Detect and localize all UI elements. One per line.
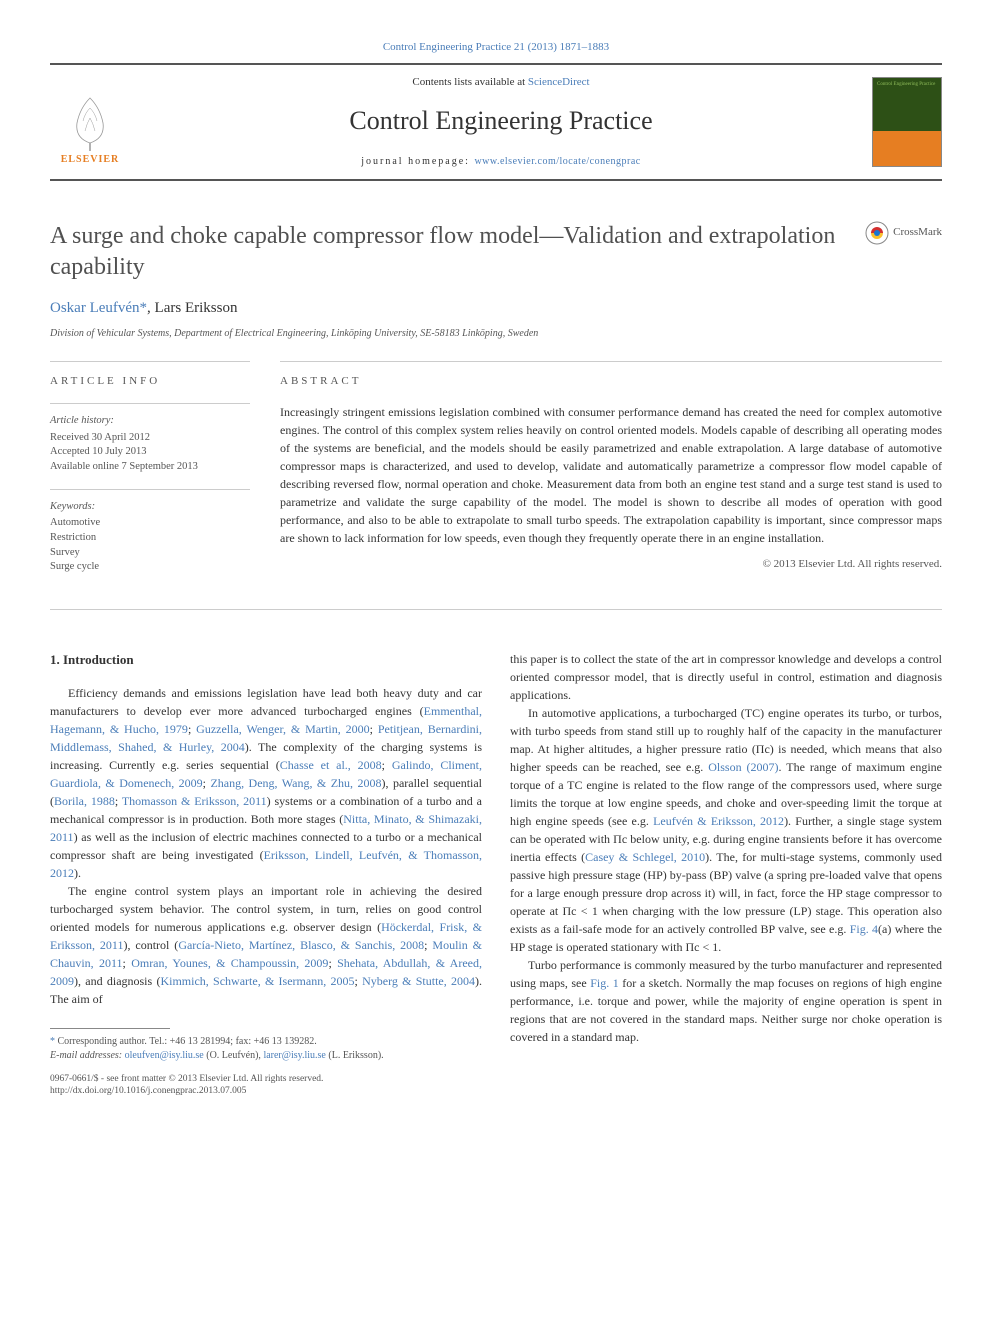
journal-cover-thumbnail[interactable]: Control Engineering Practice [872, 77, 942, 167]
doi-issn-block: 0967-0661/$ - see front matter © 2013 El… [50, 1073, 482, 1098]
citation-link[interactable]: García-Nieto, Martínez, Blasco, & Sanchi… [178, 938, 424, 952]
affiliation: Division of Vehicular Systems, Departmen… [50, 327, 942, 341]
keyword-item: Automotive [50, 516, 250, 531]
citation-link[interactable]: Chasse et al., 2008 [280, 758, 382, 772]
author-2: , Lars Eriksson [147, 300, 237, 316]
issn-line: 0967-0661/$ - see front matter © 2013 El… [50, 1073, 482, 1085]
journal-ref-link[interactable]: Control Engineering Practice 21 (2013) 1… [383, 41, 609, 53]
corresponding-author-footnote: * Corresponding author. Tel.: +46 13 281… [50, 1035, 482, 1049]
homepage-link[interactable]: www.elsevier.com/locate/conengprac [474, 156, 640, 167]
body-paragraph: Turbo performance is commonly measured b… [510, 956, 942, 1046]
citation-link[interactable]: Leufvén & Eriksson, 2012 [653, 814, 784, 828]
abstract-column: ABSTRACT Increasingly stringent emission… [280, 361, 942, 590]
journal-header-bar: ELSEVIER Contents lists available at Sci… [50, 63, 942, 181]
section-1-heading: 1. Introduction [50, 650, 482, 670]
keywords-label: Keywords: [50, 500, 250, 515]
citation-link[interactable]: Omran, Younes, & Champoussin, 2009 [131, 956, 328, 970]
doi-line: http://dx.doi.org/10.1016/j.conengprac.2… [50, 1085, 482, 1097]
article-title: A surge and choke capable compressor flo… [50, 221, 942, 283]
abstract-label: ABSTRACT [280, 361, 942, 389]
citation-link[interactable]: Casey & Schlegel, 2010 [585, 850, 705, 864]
history-received: Received 30 April 2012 [50, 431, 250, 446]
keyword-item: Surge cycle [50, 560, 250, 575]
body-column-right: this paper is to collect the state of th… [510, 650, 942, 1097]
email-name-2: (L. Eriksson). [326, 1050, 384, 1061]
keyword-item: Survey [50, 546, 250, 561]
t: ; [382, 758, 392, 772]
citation-link[interactable]: Thomasson & Eriksson, 2011 [122, 794, 267, 808]
crossmark-badge[interactable]: CrossMark [865, 221, 942, 245]
sciencedirect-link[interactable]: ScienceDirect [528, 76, 590, 88]
crossmark-label: CrossMark [893, 225, 942, 240]
email-name-1: (O. Leufvén), [204, 1050, 264, 1061]
t: ), and diagnosis ( [74, 974, 160, 988]
t: ; [354, 974, 362, 988]
body-paragraph: In automotive applications, a turbocharg… [510, 704, 942, 956]
contents-prefix: Contents lists available at [412, 76, 527, 88]
author-1-link[interactable]: Oskar Leufvén [50, 300, 140, 316]
homepage-label: journal homepage: [361, 156, 474, 167]
figure-link[interactable]: Fig. 1 [590, 976, 619, 990]
crossmark-icon [865, 221, 889, 245]
t: ; [370, 722, 378, 736]
article-info-column: ARTICLE INFO Article history: Received 3… [50, 361, 250, 590]
corresponding-marker: * [140, 300, 148, 316]
keywords-block: Keywords: Automotive Restriction Survey … [50, 489, 250, 575]
t: ), control ( [123, 938, 178, 952]
journal-name: Control Engineering Practice [130, 103, 872, 139]
contents-available-line: Contents lists available at ScienceDirec… [130, 75, 872, 90]
corr-author-text: Corresponding author. Tel.: +46 13 28199… [58, 1036, 317, 1047]
footnote-separator [50, 1028, 170, 1029]
citation-link[interactable]: Olsson (2007) [708, 760, 778, 774]
history-accepted: Accepted 10 July 2013 [50, 445, 250, 460]
email-label: E-mail addresses: [50, 1050, 125, 1061]
history-online: Available online 7 September 2013 [50, 460, 250, 475]
abstract-copyright: © 2013 Elsevier Ltd. All rights reserved… [280, 557, 942, 572]
citation-link[interactable]: Guzzella, Wenger, & Martin, 2000 [196, 722, 369, 736]
body-paragraph: this paper is to collect the state of th… [510, 650, 942, 704]
t: ; [188, 722, 196, 736]
keyword-item: Restriction [50, 531, 250, 546]
journal-homepage-line: journal homepage: www.elsevier.com/locat… [130, 155, 872, 169]
t: ; [115, 794, 122, 808]
abstract-text: Increasingly stringent emissions legisla… [280, 403, 942, 547]
elsevier-label: ELSEVIER [61, 153, 120, 167]
t: ; [123, 956, 132, 970]
elsevier-tree-icon [65, 93, 115, 153]
cover-title-text: Control Engineering Practice [873, 78, 941, 92]
body-column-left: 1. Introduction Efficiency demands and e… [50, 650, 482, 1097]
t: ). [74, 866, 81, 880]
email-link-1[interactable]: oleufven@isy.liu.se [125, 1050, 204, 1061]
journal-reference: Control Engineering Practice 21 (2013) 1… [50, 40, 942, 55]
t: Efficiency demands and emissions legisla… [50, 686, 482, 718]
citation-link[interactable]: Kimmich, Schwarte, & Isermann, 2005 [160, 974, 354, 988]
body-paragraph: Efficiency demands and emissions legisla… [50, 684, 482, 882]
email-footnote: E-mail addresses: oleufven@isy.liu.se (O… [50, 1049, 482, 1063]
authors-line: Oskar Leufvén*, Lars Eriksson [50, 298, 942, 319]
email-link-2[interactable]: larer@isy.liu.se [263, 1050, 325, 1061]
figure-link[interactable]: Fig. 4 [850, 922, 878, 936]
history-label: Article history: [50, 414, 250, 429]
article-history-block: Article history: Received 30 April 2012 … [50, 403, 250, 475]
citation-link[interactable]: Zhang, Deng, Wang, & Zhu, 2008 [210, 776, 381, 790]
body-paragraph: The engine control system plays an impor… [50, 882, 482, 1008]
body-two-columns: 1. Introduction Efficiency demands and e… [50, 650, 942, 1097]
article-info-label: ARTICLE INFO [50, 361, 250, 389]
t: ; [328, 956, 337, 970]
elsevier-logo[interactable]: ELSEVIER [50, 77, 130, 167]
citation-link[interactable]: Borila, 1988 [54, 794, 115, 808]
citation-link[interactable]: Nyberg & Stutte, 2004 [362, 974, 475, 988]
meta-abstract-row: ARTICLE INFO Article history: Received 3… [50, 361, 942, 611]
footnote-marker: * [50, 1036, 55, 1047]
header-center: Contents lists available at ScienceDirec… [130, 75, 872, 169]
